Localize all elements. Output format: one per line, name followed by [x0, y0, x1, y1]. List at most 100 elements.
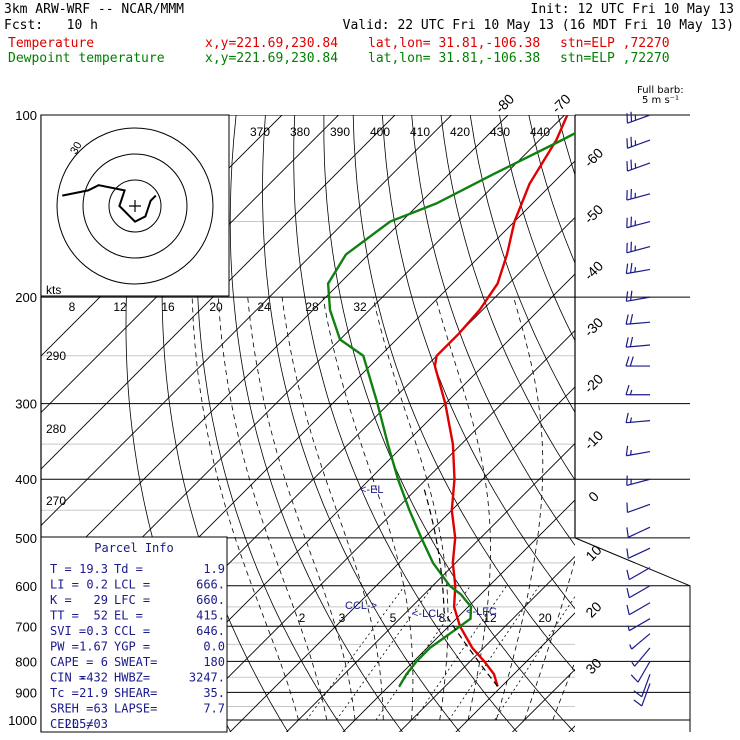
moist-adiabat: [281, 297, 384, 721]
parcel-info-cell: CAPE =: [50, 655, 93, 669]
barb-flag: [625, 385, 630, 395]
hodograph-trace: [62, 184, 157, 223]
moist-adiabat: [322, 297, 414, 721]
parcel-info-cell: 63: [94, 702, 108, 716]
sounding-profiles: [326, 115, 575, 688]
wind-barb: [626, 111, 651, 124]
temperature-xy: x,y=221.69,230.84: [205, 36, 339, 51]
temperature-latlon: lat,lon= 31.81,-106.38: [368, 36, 541, 51]
barb-flag: [629, 389, 633, 395]
pressure-label-900: 900: [15, 685, 37, 700]
moist-adiabat: [217, 297, 328, 721]
barb-staff: [626, 296, 651, 302]
wind-barb: [626, 159, 651, 172]
dry-adiabat: [617, 115, 740, 733]
pressure-label-700: 700: [15, 619, 37, 634]
pressure-label-200: 200: [15, 290, 37, 305]
temperature-profile: [433, 115, 569, 687]
dewpoint-profile: [326, 131, 575, 688]
parcel-info-cell: SREH =: [50, 702, 93, 716]
isotherm-label: -30: [581, 314, 607, 340]
wind-barb: [626, 547, 651, 559]
hodo-speed-tick: 12: [113, 300, 127, 314]
wind-barb: [626, 241, 651, 254]
isotherm: [41, 115, 509, 583]
wind-barb: [627, 618, 651, 632]
isotherm: [41, 115, 339, 414]
dewpoint-xy: x,y=221.69,230.84: [205, 51, 339, 66]
mixing-ratio-label: 5: [390, 611, 397, 625]
wind-barb: [626, 567, 651, 581]
isotherm-label: 0: [585, 488, 602, 505]
dry-adiabat: [646, 115, 740, 733]
barb-flag: [625, 291, 629, 302]
moist-adiabat: [191, 297, 299, 721]
isotherm: [398, 555, 575, 732]
barb-flag: [629, 356, 634, 367]
barb-flag: [633, 699, 643, 707]
barb-staff: [634, 647, 651, 667]
barb-flag: [626, 587, 630, 598]
wind-barb: [633, 673, 651, 698]
mixing-ratio-label: 3: [339, 611, 346, 625]
wind-barb: [626, 502, 651, 514]
isotherm-label: 20: [582, 598, 604, 620]
mixing-ratio-line: [336, 585, 434, 721]
theta-label: 420: [450, 125, 470, 139]
isotherm-label: -10: [581, 427, 607, 453]
moist-adiabat: [247, 297, 356, 721]
hodo-speed-tick: 32: [353, 300, 367, 314]
dewpoint-latlon: lat,lon= 31.81,-106.38: [368, 51, 541, 66]
dry-adiabat: [262, 115, 461, 732]
isotherm-label: -80: [492, 91, 518, 117]
mixing-ratio-line: [448, 585, 540, 721]
parcel-info-cell: 3247.: [189, 671, 225, 685]
parcel-info-cell: LFC =: [114, 593, 150, 607]
parcel-info-cell: LAPSE=: [114, 702, 157, 716]
moist-adiabat: [372, 297, 449, 721]
dry-adiabat: [196, 115, 346, 732]
lfc-marker: <-LFC: [466, 606, 497, 618]
barb-staff: [628, 618, 651, 632]
wind-barb: [626, 585, 651, 599]
wind-barb: [625, 412, 651, 424]
hodo-speed-tick: 8: [69, 300, 76, 314]
barb-flag: [629, 417, 633, 423]
parcel-info-cell: LI =: [50, 578, 79, 592]
parcel-info-cell: K =: [50, 593, 72, 607]
wind-barb: [625, 262, 651, 275]
barb-staff: [626, 321, 651, 325]
mixing-ratio-label: 12: [483, 611, 497, 625]
barb-staff: [626, 220, 651, 229]
wind-barb: [625, 356, 650, 367]
barb-staff: [637, 661, 651, 683]
wind-barb: [633, 683, 651, 707]
barb-staff: [626, 193, 651, 201]
barb-flag: [633, 690, 643, 698]
hodo-speed-tick: 20: [209, 300, 223, 314]
moist-adiabat: [552, 660, 575, 721]
dewpoint-station: stn=ELP ,72270: [560, 51, 670, 66]
model-title: 3km ARW-WRF -- NCAR/MMM: [4, 2, 185, 17]
parcel-info-cell: 7.7: [203, 702, 225, 716]
barb-flag: [629, 336, 634, 347]
wind-barb: [629, 633, 651, 650]
valid-time: Valid: 22 UTC Fri 10 May 13 (16 MDT Fri …: [342, 18, 734, 33]
barb-legend-line1: Full barb:: [637, 85, 684, 96]
barb-flag: [626, 527, 629, 538]
wind-barb: [626, 136, 651, 149]
mixing-ratio-label: 8: [439, 611, 446, 625]
mixing-ratio-line: [414, 585, 507, 721]
parcel-info-cell: TT =: [50, 609, 79, 623]
wind-barbs: [625, 111, 651, 707]
hodograph-ring: [82, 153, 188, 259]
hodograph-ring: [56, 127, 214, 285]
barb-legend-line2: 5 m s⁻¹: [642, 95, 679, 106]
wind-barb: [631, 647, 651, 667]
parcel-info-cell: Tc =: [50, 686, 79, 700]
parcel-info-cell: SHEAR=: [114, 686, 157, 700]
parcel-info-cell: 0.0: [203, 640, 225, 654]
theta-left-label: 270: [46, 494, 66, 508]
moist-adiabat: [435, 296, 491, 721]
